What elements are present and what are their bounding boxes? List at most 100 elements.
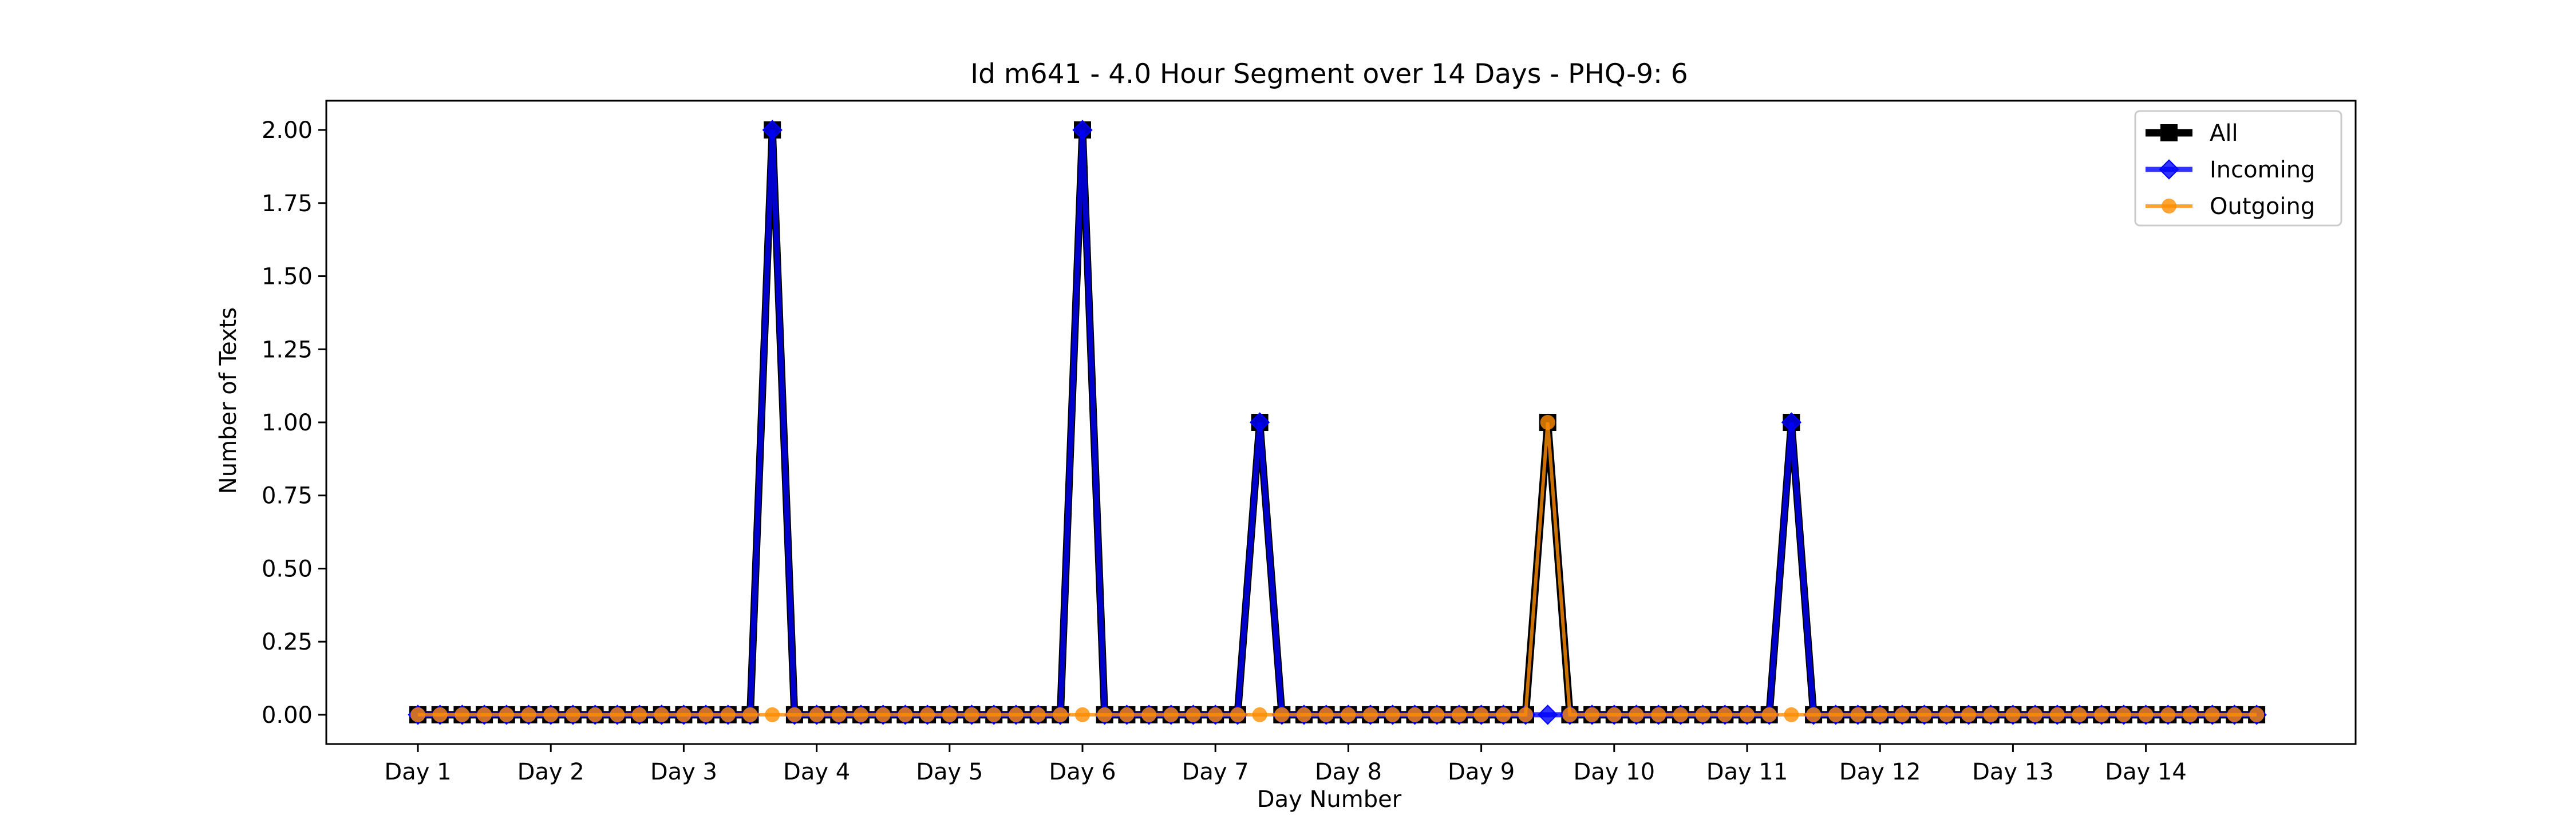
data-point <box>1961 707 1976 722</box>
data-point <box>1538 705 1558 725</box>
x-tick-label: Day 13 <box>1972 759 2054 785</box>
data-point <box>587 707 603 722</box>
x-tick-label: Day 6 <box>1049 759 1116 785</box>
data-point <box>1473 707 1489 722</box>
data-point <box>1208 707 1223 722</box>
chart-title: Id m641 - 4.0 Hour Segment over 14 Days … <box>970 58 1688 90</box>
data-point <box>1008 707 1024 722</box>
data-point <box>1341 707 1356 722</box>
data-point <box>499 707 514 722</box>
y-tick-label: 1.50 <box>262 264 313 290</box>
series-incoming <box>408 120 2267 725</box>
x-tick-label: Day 2 <box>517 759 584 785</box>
y-tick-label: 0.75 <box>262 483 313 509</box>
data-point <box>1651 707 1666 722</box>
data-point <box>477 707 492 722</box>
series-all <box>409 121 2266 723</box>
data-point <box>1097 707 1112 722</box>
data-point <box>1828 707 1843 722</box>
x-tick-label: Day 1 <box>384 759 451 785</box>
data-point <box>1784 707 1799 722</box>
data-point <box>1297 707 1311 722</box>
x-axis-label: Day Number <box>1257 786 1402 813</box>
data-point <box>1872 707 1888 722</box>
data-point <box>432 707 448 722</box>
series-line <box>418 129 2257 718</box>
data-point <box>2072 707 2087 722</box>
data-point <box>765 707 780 722</box>
data-point <box>1141 707 1157 722</box>
x-tick-label: Day 8 <box>1315 759 1382 785</box>
data-point <box>632 707 647 722</box>
data-point <box>762 120 783 140</box>
x-tick-label: Day 10 <box>1573 759 1655 785</box>
legend-label: All <box>2210 120 2238 147</box>
data-point <box>1252 707 1267 722</box>
data-point <box>610 707 625 722</box>
legend-item: Incoming <box>2146 157 2315 183</box>
y-tick-label: 0.50 <box>262 556 313 582</box>
data-point <box>898 707 913 722</box>
plot-area: 0.00 0.25 0.50 0.75 1.00 1.25 1.50 1.75 2.00 Day … <box>262 100 2357 785</box>
data-point <box>1186 707 1201 722</box>
y-tick-label: 0.00 <box>262 702 313 729</box>
legend-marker <box>2162 199 2176 213</box>
legend-marker <box>2160 124 2178 141</box>
data-point <box>1496 707 1511 722</box>
data-point <box>1917 707 1932 722</box>
data-point <box>1695 707 1710 722</box>
data-point <box>1385 707 1400 722</box>
data-point <box>654 707 669 722</box>
data-point <box>1363 707 1378 722</box>
data-point <box>1053 707 1068 722</box>
data-point <box>1850 707 1866 722</box>
data-point <box>2227 707 2242 722</box>
data-point <box>1983 707 1998 722</box>
data-point <box>2204 707 2220 722</box>
data-point <box>1030 707 1046 722</box>
legend-label: Incoming <box>2210 157 2315 183</box>
data-point <box>831 707 847 722</box>
legend-label: Outgoing <box>2210 193 2315 220</box>
data-point <box>1163 707 1179 722</box>
data-point <box>986 707 1002 722</box>
legend: All Incoming Outgoing <box>2134 110 2342 227</box>
data-point <box>1119 707 1135 722</box>
data-point <box>1673 707 1688 722</box>
data-point <box>1540 415 1555 430</box>
data-point <box>2005 707 2021 722</box>
legend-box <box>2134 110 2342 227</box>
data-point <box>2138 707 2154 722</box>
x-tick-label: Day 3 <box>650 759 717 785</box>
data-point <box>1230 707 1245 722</box>
data-point <box>565 707 580 722</box>
data-point <box>942 707 957 722</box>
data-point <box>1585 707 1600 722</box>
legend-item: All <box>2146 120 2238 147</box>
data-point <box>1629 707 1644 722</box>
data-point <box>455 707 470 722</box>
plot-frame <box>325 100 2357 745</box>
data-point <box>1781 412 1802 433</box>
data-point <box>787 707 802 722</box>
x-tick-label: Day 12 <box>1839 759 1921 785</box>
x-tick-label: Day 7 <box>1182 759 1249 785</box>
data-point <box>2028 707 2043 722</box>
data-point <box>1274 707 1290 722</box>
data-point <box>2116 707 2131 722</box>
data-point <box>1894 707 1910 722</box>
series-line <box>418 422 2257 717</box>
y-tick-label: 0.25 <box>262 629 313 655</box>
data-point <box>1518 707 1533 722</box>
data-point <box>1249 412 1270 433</box>
data-point <box>920 707 935 722</box>
x-tick-label: Day 5 <box>916 759 983 785</box>
legend-item: Outgoing <box>2146 193 2315 220</box>
data-point <box>2160 707 2176 722</box>
data-point <box>1429 707 1445 722</box>
data-point <box>1318 707 1334 722</box>
data-point <box>1740 707 1755 722</box>
data-point <box>1606 707 1622 722</box>
